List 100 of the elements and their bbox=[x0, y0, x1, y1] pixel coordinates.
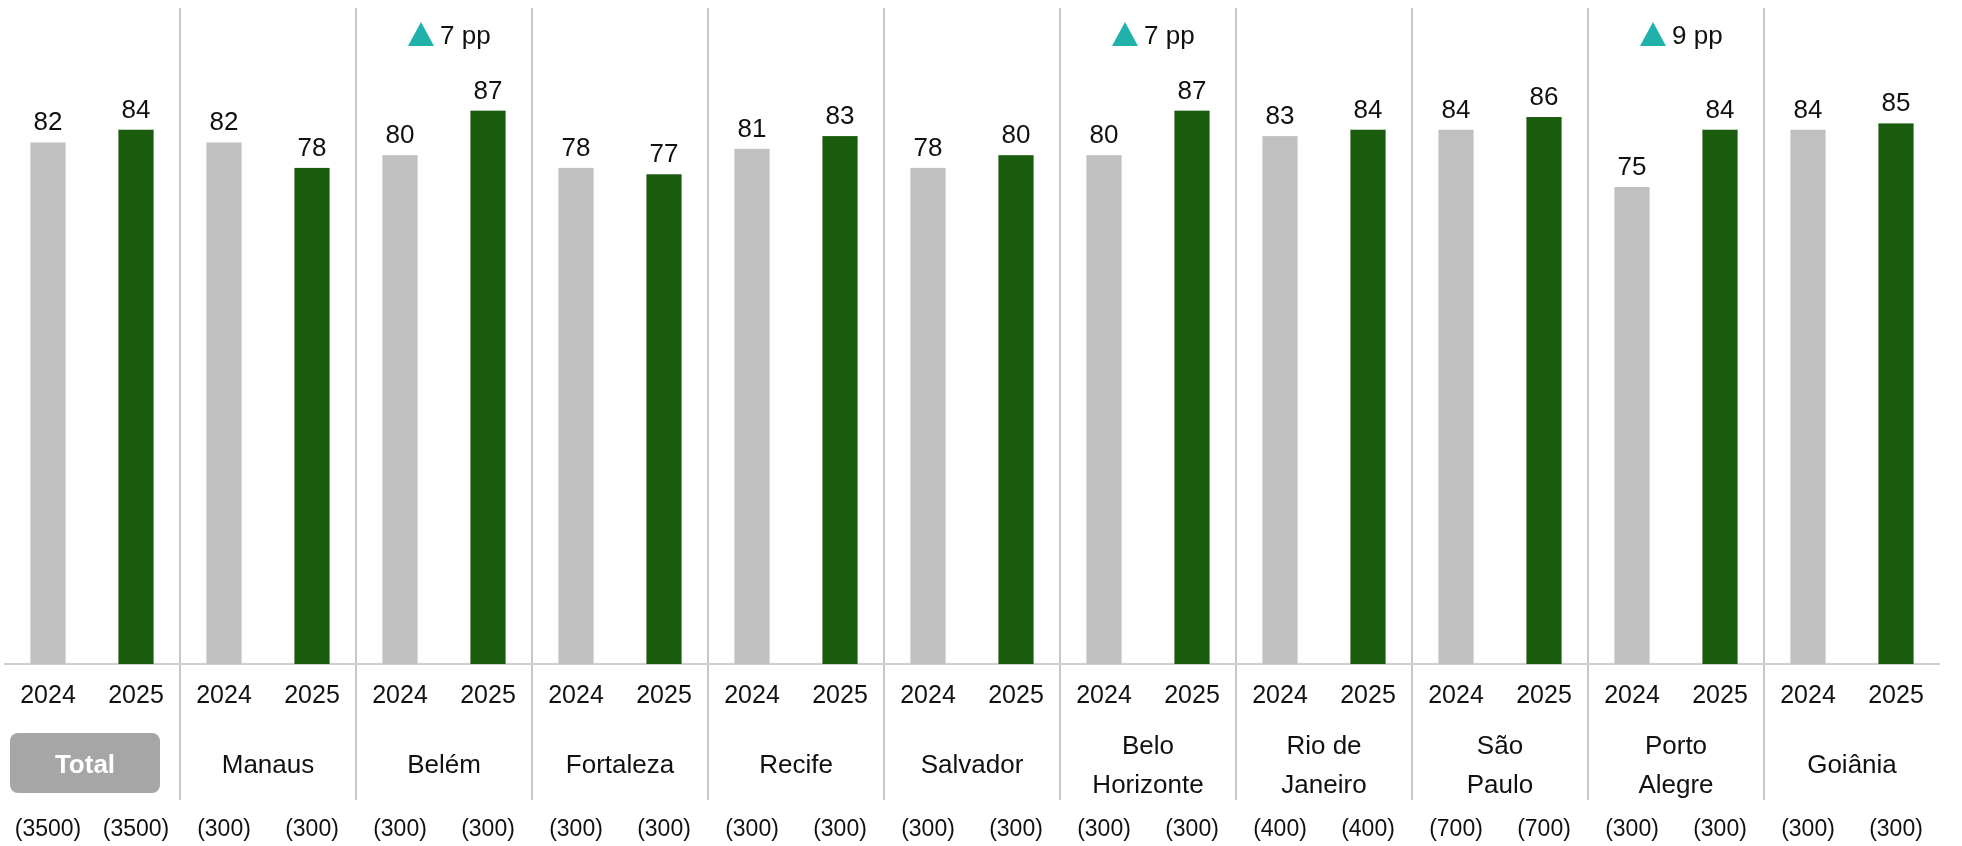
data-label: 84 bbox=[1793, 93, 1823, 124]
bar bbox=[1350, 129, 1386, 664]
text: 2024 bbox=[1428, 680, 1484, 708]
text: 2025 bbox=[284, 680, 340, 708]
bar bbox=[1702, 129, 1738, 664]
data-label: 84 bbox=[1441, 93, 1471, 124]
data-label: 84 bbox=[1705, 93, 1735, 124]
text: 2024 bbox=[724, 680, 780, 708]
bar bbox=[382, 155, 418, 664]
data-label: 81 bbox=[737, 112, 767, 143]
data-label: 80 bbox=[1001, 119, 1031, 150]
text: 2024 bbox=[372, 680, 428, 708]
text: 2024 bbox=[1252, 680, 1308, 708]
bar bbox=[118, 129, 154, 664]
text: 2025 bbox=[1164, 680, 1220, 708]
text: (300) bbox=[461, 815, 515, 841]
bar bbox=[1790, 129, 1826, 664]
bar bbox=[910, 167, 946, 664]
data-label: 83 bbox=[825, 100, 855, 131]
data-label: 85 bbox=[1881, 87, 1911, 118]
text: 2024 bbox=[1604, 680, 1660, 708]
bar bbox=[1086, 155, 1122, 664]
data-label: 78 bbox=[297, 131, 327, 162]
text: (300) bbox=[1869, 815, 1923, 841]
data-label: 80 bbox=[385, 119, 415, 150]
text: 2025 bbox=[988, 680, 1044, 708]
data-label: 82 bbox=[209, 106, 239, 137]
x-tick-label: Belém bbox=[407, 749, 481, 779]
text: (300) bbox=[989, 815, 1043, 841]
data-label: 87 bbox=[1177, 74, 1207, 105]
text: 2025 bbox=[1868, 680, 1924, 708]
bar bbox=[998, 155, 1034, 664]
x-tick-label: Total bbox=[54, 749, 116, 779]
data-label: 75 bbox=[1617, 150, 1647, 181]
x-tick-label: São Paulo bbox=[1466, 730, 1534, 799]
series-label: 2025 bbox=[460, 680, 516, 708]
bar bbox=[558, 167, 594, 664]
bar bbox=[646, 174, 682, 664]
text: 2024 bbox=[1780, 680, 1836, 708]
text: (300) bbox=[725, 815, 779, 841]
bar bbox=[1878, 123, 1914, 664]
text: 2025 bbox=[812, 680, 868, 708]
data-label: 83 bbox=[1265, 100, 1295, 131]
text: (300) bbox=[813, 815, 867, 841]
text: (300) bbox=[373, 815, 427, 841]
text: (300) bbox=[1693, 815, 1747, 841]
text: (3500) bbox=[102, 815, 170, 841]
text: 2024 bbox=[196, 680, 252, 708]
data-label: 84 bbox=[1353, 93, 1383, 124]
data-label: 80 bbox=[1089, 119, 1119, 150]
x-tick-label: Rio de Janeiro bbox=[1281, 730, 1367, 799]
bar bbox=[30, 142, 66, 664]
text: 2025 bbox=[1692, 680, 1748, 708]
text: 2025 bbox=[108, 680, 164, 708]
x-tick-label: Manaus bbox=[221, 749, 315, 779]
text: (300) bbox=[285, 815, 339, 841]
text: (700) bbox=[1517, 815, 1571, 841]
bar bbox=[294, 167, 330, 664]
text: 7 pp bbox=[1144, 20, 1195, 50]
text: 2025 bbox=[1340, 680, 1396, 708]
data-label: 78 bbox=[913, 131, 943, 162]
text: (300) bbox=[637, 815, 691, 841]
text: (400) bbox=[1341, 815, 1395, 841]
data-label: 77 bbox=[649, 138, 679, 169]
bar bbox=[734, 148, 770, 664]
text: (300) bbox=[549, 815, 603, 841]
x-tick-label: Porto Alegre bbox=[1638, 730, 1714, 799]
text: 9 pp bbox=[1672, 20, 1723, 50]
data-label: 84 bbox=[121, 93, 151, 124]
text: (400) bbox=[1253, 815, 1307, 841]
text: (300) bbox=[1077, 815, 1131, 841]
text: 2024 bbox=[20, 680, 76, 708]
bar bbox=[470, 110, 506, 664]
data-label: 78 bbox=[561, 131, 591, 162]
data-label: 86 bbox=[1529, 81, 1559, 112]
bar bbox=[1262, 136, 1298, 664]
text: (300) bbox=[197, 815, 251, 841]
text: (3500) bbox=[14, 815, 82, 841]
bar bbox=[822, 136, 858, 664]
text: (300) bbox=[1605, 815, 1659, 841]
text: 7 pp bbox=[440, 20, 491, 50]
text: 2025 bbox=[1516, 680, 1572, 708]
text: (300) bbox=[1781, 815, 1835, 841]
bar bbox=[1174, 110, 1210, 664]
text: 2024 bbox=[900, 680, 956, 708]
text: 2025 bbox=[636, 680, 692, 708]
series-label: 2024 bbox=[548, 680, 604, 708]
text: 2024 bbox=[1076, 680, 1132, 708]
text: (700) bbox=[1429, 815, 1483, 841]
data-label: 82 bbox=[33, 106, 63, 137]
x-tick-label: Recife bbox=[759, 749, 833, 779]
x-tick-label: Belo Horizonte bbox=[1092, 730, 1204, 799]
bar bbox=[1614, 186, 1650, 664]
bar bbox=[1438, 129, 1474, 664]
text: (300) bbox=[1165, 815, 1219, 841]
x-tick-label: Salvador bbox=[920, 749, 1024, 779]
x-tick-label: Goiânia bbox=[1807, 749, 1898, 779]
data-label: 87 bbox=[473, 74, 503, 105]
x-tick-label: Fortaleza bbox=[565, 749, 675, 779]
bar bbox=[1526, 117, 1562, 664]
